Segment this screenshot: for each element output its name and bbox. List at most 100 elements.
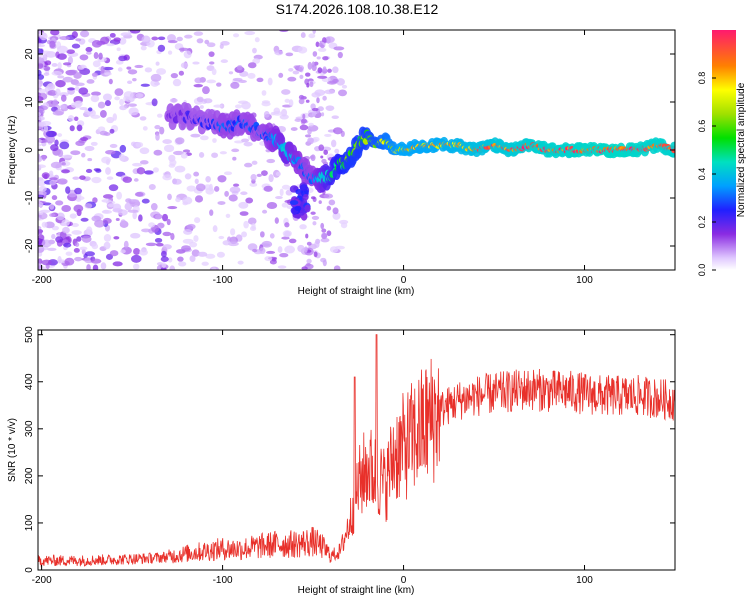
noise-cell (141, 198, 150, 204)
noise-cell (38, 194, 45, 198)
noise-cell (134, 64, 144, 69)
noise-cell (157, 44, 166, 52)
noise-cell (277, 265, 287, 269)
noise-cell (239, 211, 249, 216)
noise-cell (211, 68, 217, 76)
noise-cell (106, 116, 115, 124)
noise-cell (206, 42, 216, 48)
noise-cell (318, 47, 327, 52)
noise-cell (228, 194, 238, 202)
noise-cell (167, 257, 173, 263)
noise-cell (169, 265, 176, 270)
noise-cell (119, 105, 128, 111)
noise-cell (304, 246, 308, 253)
snr-xtick-label: 0 (401, 575, 407, 586)
noise-cell (322, 95, 327, 101)
noise-cell (323, 149, 329, 155)
spectrogram-ytick-label: 0 (24, 147, 35, 153)
noise-cell (320, 237, 330, 243)
noise-cell (318, 200, 322, 205)
noise-cell (43, 66, 51, 71)
noise-cell (219, 151, 227, 155)
noise-cell (38, 79, 44, 88)
noise-cell (102, 209, 110, 214)
noise-cell (130, 254, 142, 263)
noise-cell (75, 100, 83, 107)
noise-cell (318, 42, 323, 47)
spectrogram-ytick-label: -20 (24, 238, 35, 253)
noise-cell (299, 74, 304, 80)
noise-cell (109, 250, 119, 257)
noise-cell (40, 50, 52, 55)
noise-cell (309, 155, 315, 160)
noise-cell (109, 128, 115, 134)
noise-cell (312, 136, 320, 142)
noise-cell (156, 68, 167, 75)
noise-cell (216, 251, 225, 258)
noise-cell (284, 230, 291, 238)
noise-cell (306, 262, 311, 267)
noise-cell (327, 80, 337, 85)
noise-cell (95, 168, 102, 173)
noise-cell (38, 210, 44, 216)
noise-cell (251, 222, 256, 230)
noise-cell (64, 257, 75, 266)
noise-cell (256, 77, 264, 83)
noise-cell (76, 124, 83, 132)
noise-cell (189, 241, 198, 248)
noise-cell (334, 148, 340, 154)
snr-series-line (38, 334, 675, 568)
noise-cell (212, 138, 217, 143)
noise-cell (217, 175, 227, 183)
noise-cell (178, 47, 190, 52)
noise-cell (50, 144, 59, 152)
noise-cell (38, 154, 41, 162)
noise-cell (49, 40, 56, 49)
noise-cell (65, 186, 71, 194)
noise-cell (261, 170, 268, 176)
noise-cell (79, 175, 86, 180)
noise-cell (326, 230, 332, 237)
noise-cell (162, 231, 172, 237)
noise-cell (74, 242, 80, 247)
noise-cell (116, 47, 121, 52)
noise-cell (193, 31, 204, 36)
noise-cell (244, 162, 253, 168)
noise-cell (94, 219, 105, 228)
noise-cell (108, 78, 113, 85)
noise-cell (93, 52, 99, 59)
colorbar-tick-label: 0.0 (697, 264, 707, 277)
noise-cell (87, 157, 93, 162)
noise-cell (74, 187, 83, 195)
noise-cell (151, 36, 159, 41)
noise-cell (108, 184, 119, 192)
spectrogram-xtick-label: 100 (576, 275, 593, 286)
ridge-tail-cell (299, 210, 305, 216)
noise-cell (311, 111, 316, 117)
noise-cell (216, 82, 222, 87)
noise-cell (281, 236, 290, 240)
noise-cell (247, 72, 256, 79)
noise-cell (127, 80, 133, 85)
ridge-tail-cell (299, 184, 308, 192)
spectrogram-ytick-label: 20 (24, 48, 35, 60)
noise-cell (172, 78, 182, 87)
noise-cell (113, 236, 120, 240)
noise-cell (224, 190, 229, 197)
noise-cell (190, 133, 201, 138)
snr-xlabel: Height of straight line (km) (298, 585, 415, 596)
noise-cell (123, 240, 129, 249)
noise-cell (317, 75, 328, 79)
noise-cell (41, 154, 46, 161)
noise-cell (167, 40, 178, 44)
noise-cell (150, 73, 162, 82)
noise-cell (59, 104, 66, 110)
noise-cell (156, 113, 163, 118)
noise-cell (193, 235, 199, 242)
noise-cell (317, 106, 324, 112)
noise-cell (330, 139, 337, 148)
noise-cell (273, 107, 281, 115)
noise-cell (38, 143, 42, 147)
noise-cell (306, 241, 312, 246)
noise-cell (55, 80, 66, 88)
